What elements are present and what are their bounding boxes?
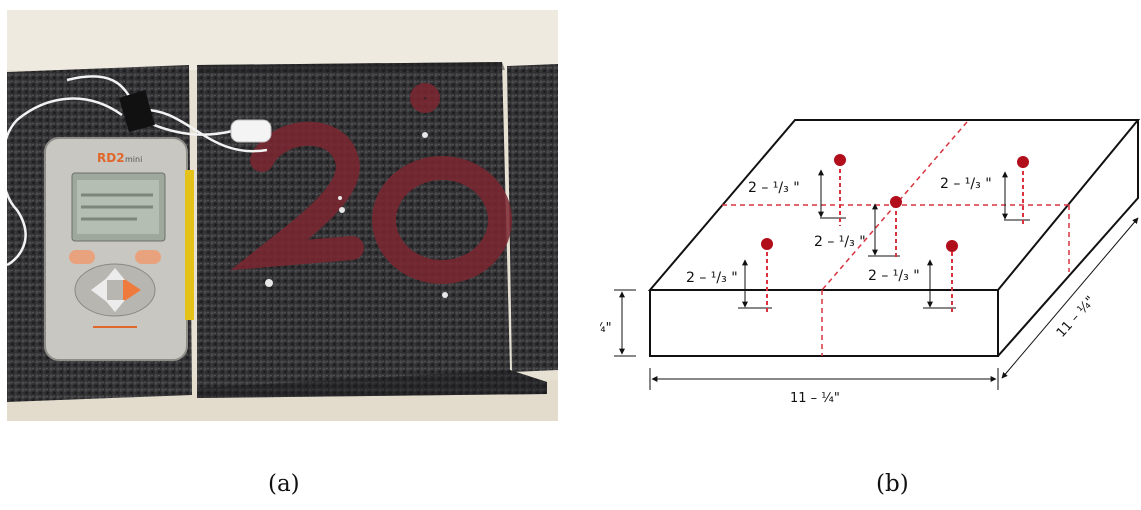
caption-b: (b) <box>876 471 909 497</box>
sensor-marker <box>1002 156 1030 226</box>
sensor-marker <box>818 154 846 226</box>
specimen-marking <box>230 83 512 284</box>
data-logger: RD2 mini <box>44 137 194 361</box>
depth-label: 2 – ¹/₃ " <box>748 180 800 196</box>
sensor-marker <box>923 240 958 312</box>
diagram-svg: 3 – ¼" 11 – ¼" 11 – ¼" 2 – ¹/₃ " 2 – ¹/₃… <box>570 119 1141 406</box>
device-brand: RD2 <box>97 151 125 165</box>
sensor-points <box>265 132 448 298</box>
caption-a: (a) <box>268 471 300 497</box>
dimension-lines <box>614 217 1139 390</box>
depth-label: 2 – ¹/₃ " <box>686 270 738 286</box>
sensor-marker <box>738 238 773 312</box>
depth-label: 2 – ¹/₃ " <box>940 176 992 192</box>
sensor-connector <box>230 119 272 143</box>
right-specimen <box>507 64 558 372</box>
depth-label: 2 – ¹/₃ " <box>814 234 866 250</box>
height-dimension-label: 3 – ¼" <box>600 321 612 336</box>
specimen-photo: RD2 mini <box>0 10 558 421</box>
width-dimension-label: 11 – ¼" <box>790 391 840 406</box>
sensor-marker <box>868 196 902 260</box>
depth-dimension-label: 11 – ¼" <box>1054 294 1099 341</box>
device-model: mini <box>125 155 142 164</box>
specimen-diagram: 3 – ¼" 11 – ¼" 11 – ¼" 2 – ¹/₃ " 2 – ¹/₃… <box>570 100 1141 420</box>
photo-panel: RD2 mini <box>0 10 558 421</box>
depth-label: 2 – ¹/₃ " <box>868 268 920 284</box>
